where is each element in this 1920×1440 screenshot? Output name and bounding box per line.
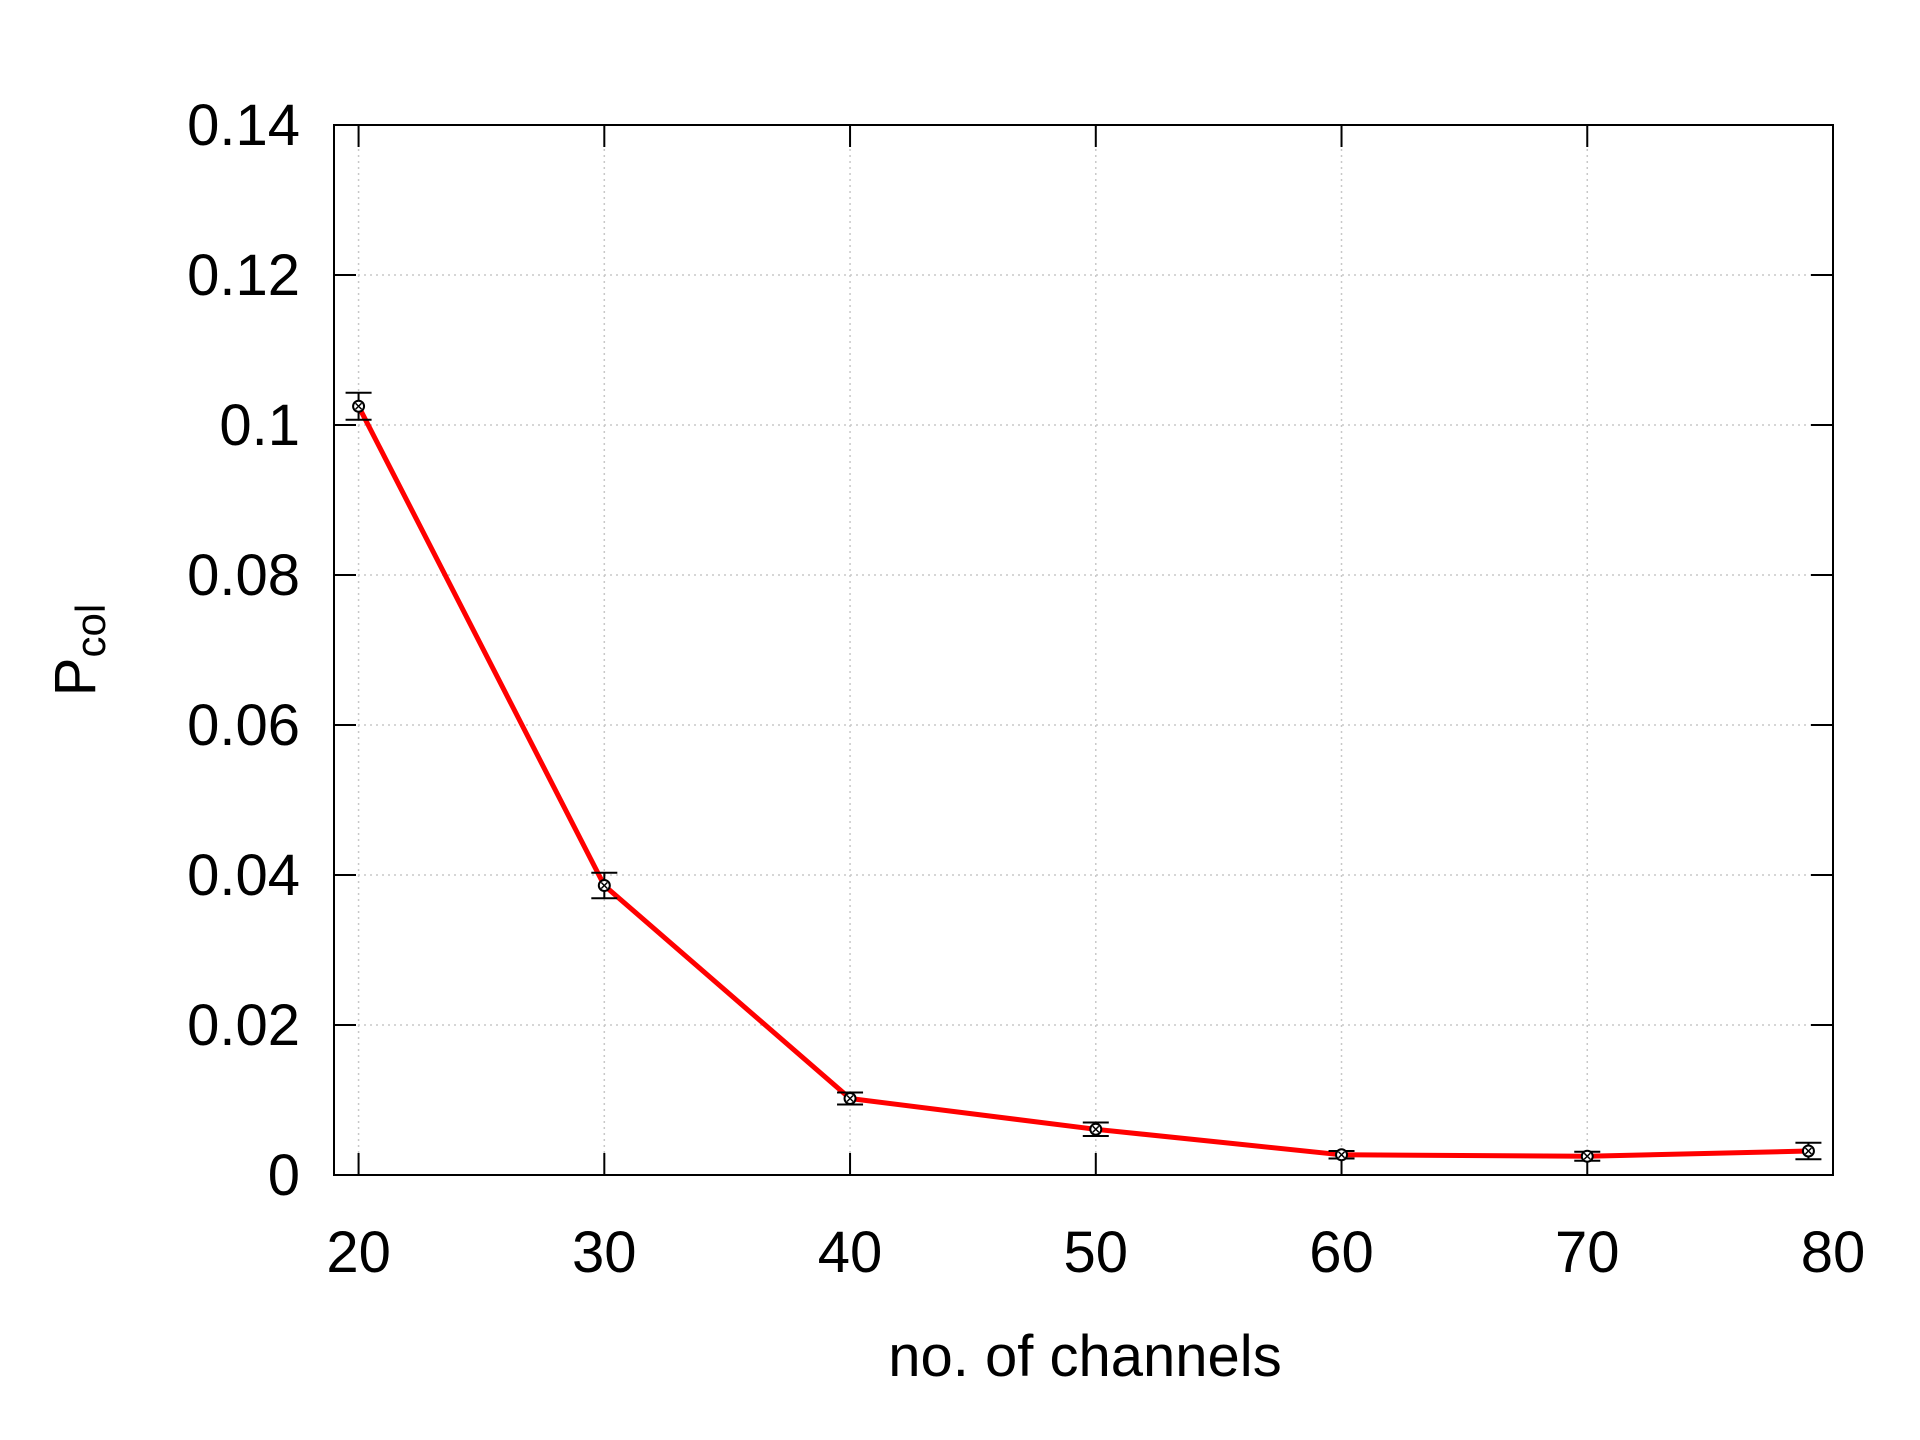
y-tick-label: 0 [268,1143,300,1208]
y-tick-label: 0.12 [187,243,300,308]
x-tick-labels: 20 30 40 50 60 70 80 [326,1220,1865,1285]
y-tick-label: 0.02 [187,993,300,1058]
y-tick-label: 0.1 [219,393,300,458]
x-tick-label: 20 [326,1220,391,1285]
y-tick-label: 0.08 [187,543,300,608]
y-tick-label: 0.04 [187,843,300,908]
data-point [1335,1148,1349,1162]
data-point [1089,1122,1103,1136]
y-axis-label-main: P [43,658,108,697]
data-point [1801,1144,1815,1158]
axis-ticks [334,124,1834,1176]
x-tick-label: 30 [572,1220,637,1285]
series-1 [345,391,1822,1163]
plot-frame [333,124,1834,1176]
data-point [352,399,366,413]
y-axis-label-subscript: col [67,604,114,658]
x-axis-label: no. of channels [888,1324,1281,1389]
x-tick-label: 60 [1309,1220,1374,1285]
grid-lines [334,125,1833,1175]
data-point [1580,1149,1594,1163]
y-tick-label: 0.06 [187,693,300,758]
y-tick-labels: 0 0.02 0.04 0.06 0.08 0.1 0.12 0.14 [187,93,300,1208]
data-point [843,1092,857,1105]
x-tick-label: 80 [1801,1220,1866,1285]
y-tick-label: 0.14 [187,93,300,158]
x-tick-label: 70 [1555,1220,1620,1285]
y-axis-label: Pcol [43,604,114,696]
x-tick-label: 40 [818,1220,883,1285]
data-point [597,879,611,892]
x-tick-label: 50 [1064,1220,1129,1285]
